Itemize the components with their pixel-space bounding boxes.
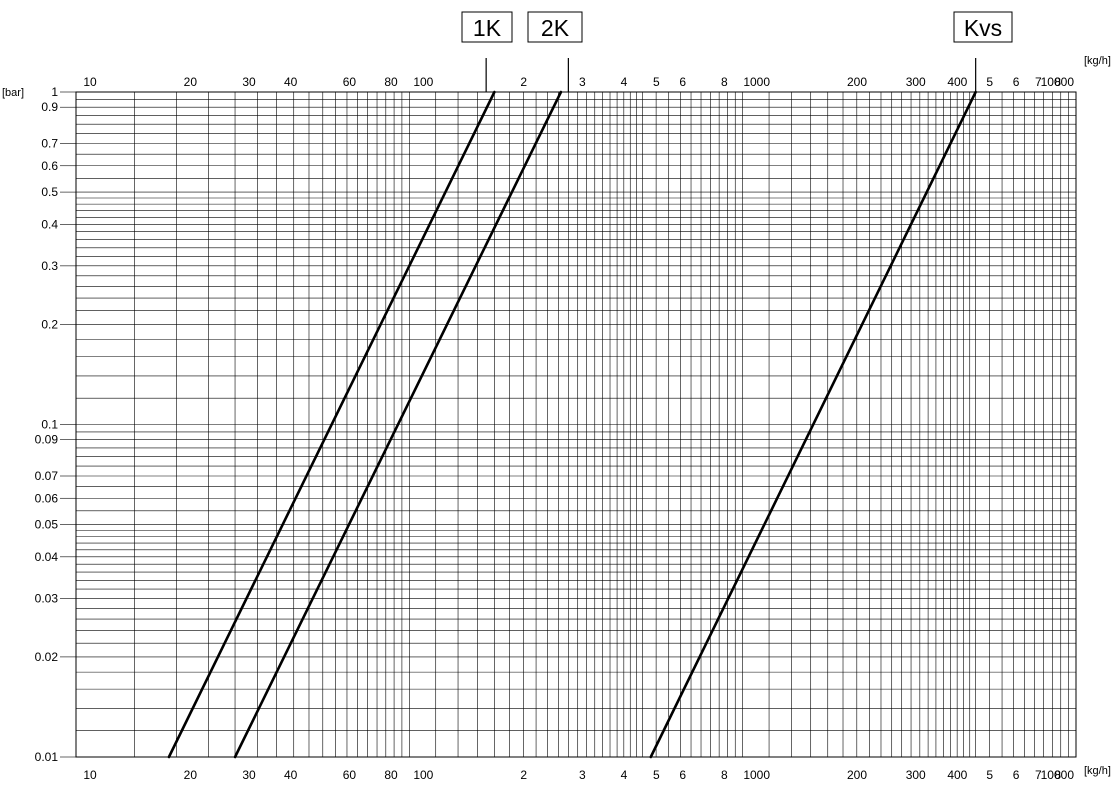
y-tick-label: 0.06 [35,491,59,505]
y-tick-label: 0.02 [35,650,59,664]
x-bottom-tick-label: 6 [1013,768,1020,782]
x-top-tick-label: 6 [679,75,686,89]
x-bottom-tick-label: 60 [343,768,357,782]
series-lines [167,90,977,759]
x-bottom-tick-label: 10 [83,768,97,782]
y-tick-label: 0.05 [35,518,59,532]
x-bottom-tick-label: 2 [520,768,527,782]
x-top-tick-label: 3 [579,75,586,89]
x-bottom-tick-label: 6 [679,768,686,782]
y-tick-label: 0.07 [35,469,59,483]
x-unit-label-bottom: [kg/h] [1084,765,1111,777]
y-unit-label: [bar] [2,87,24,99]
y-tick-labels: 10.9 0.7 0.6 0.5 0.4 0.3 0.2 0.10.09 0.07 0.06 0.0… [35,85,76,764]
x-bottom-tick-label: 400 [947,768,967,782]
x-top-tick-label: 5 [986,75,993,89]
x-top-tick-label: 100 [413,75,433,89]
series-line-0 [167,90,496,759]
x-top-tick-label: 20 [184,75,198,89]
y-tick-label: 0.3 [41,259,58,273]
x-top-tick-label: 2 [520,75,527,89]
x-bottom-tick-label: 8 [1054,768,1061,782]
x-top-tick-labels: 10 20 30 40 60 80 100 2 3 4 5 6 8 1000 200 300 400 5 6 7 810… [83,75,1074,89]
y-tick-label: 0.01 [35,750,59,764]
grid [75,91,1077,758]
x-bottom-tick-label: 5 [653,768,660,782]
x-top-tick-label: 200 [847,75,867,89]
y-tick-label: 0.03 [35,591,59,605]
x-top-tick-label: 10000 [1041,75,1075,89]
x-bottom-tick-label: 4 [621,768,628,782]
x-top-tick-label: 10 [83,75,97,89]
x-bottom-tick-labels: 10 20 30 40 60 80 100 2 3 4 5 6 8 1000 200 300 400 5 6 7 810… [83,768,1074,782]
column-label-kvs: Kvs [953,11,1013,43]
column-label-1k: 1K [461,11,513,43]
x-top-tick-label: 40 [284,75,298,89]
x-bottom-tick-label: 40 [284,768,298,782]
y-tick-label: 0.04 [35,550,59,564]
x-top-tick-label: 1000 [743,75,770,89]
x-bottom-tick-label: 3 [579,768,586,782]
column-label-kvs-text: Kvs [964,15,1002,41]
x-bottom-tick-label: 20 [184,768,198,782]
x-bottom-tick-label: 200 [847,768,867,782]
y-tick-label: 0.9 [41,100,58,114]
series-line-1 [233,90,563,759]
x-top-tick-label: 60 [343,75,357,89]
column-label-2k: 2K [527,11,583,43]
x-bottom-tick-label: 1000 [743,768,770,782]
y-tick-label: 0.09 [35,433,59,447]
y-tick-label: 0.1 [41,418,58,432]
series-line-2 [649,90,977,759]
column-label-1k-text: 1K [473,15,502,41]
x-bottom-tick-label: 30 [242,768,256,782]
x-bottom-tick-label: 8 [721,768,728,782]
column-separators [485,58,977,92]
y-tick-label: 1 [51,85,58,99]
x-top-tick-label: 8 [721,75,728,89]
y-tick-label: 0.2 [41,317,58,331]
x-top-tick-label: 7 [1035,75,1042,89]
y-tick-label: 0.4 [41,217,58,231]
x-top-tick-label: 30 [242,75,256,89]
x-top-tick-label: 6 [1013,75,1020,89]
x-unit-label-top: [kg/h] [1084,55,1111,67]
x-top-tick-label: 4 [621,75,628,89]
x-bottom-tick-label: 10000 [1041,768,1075,782]
x-bottom-tick-label: 300 [906,768,926,782]
x-top-tick-label: 8 [1054,75,1061,89]
x-top-tick-label: 400 [947,75,967,89]
x-bottom-tick-label: 100 [413,768,433,782]
x-bottom-tick-label: 7 [1035,768,1042,782]
y-tick-label: 0.6 [41,159,58,173]
x-bottom-tick-label: 80 [384,768,398,782]
y-tick-label: 0.5 [41,185,58,199]
y-tick-label: 0.7 [41,137,58,151]
x-bottom-tick-label: 5 [986,768,993,782]
x-top-tick-label: 5 [653,75,660,89]
x-top-tick-label: 80 [384,75,398,89]
column-label-2k-text: 2K [541,15,570,41]
x-top-tick-label: 300 [906,75,926,89]
